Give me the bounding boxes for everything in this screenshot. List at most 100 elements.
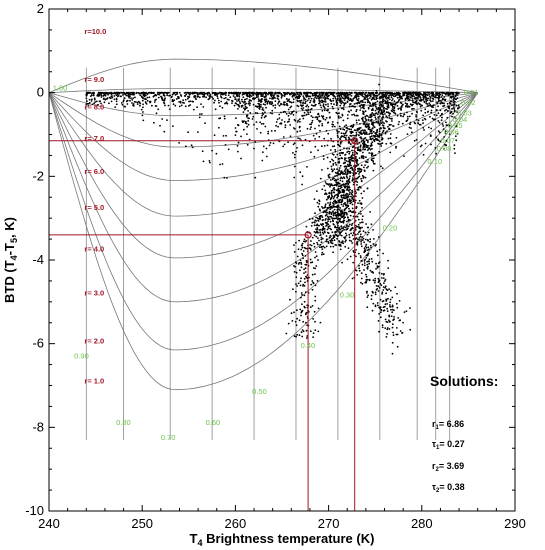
scatter-point <box>129 99 131 102</box>
scatter-point <box>264 103 266 106</box>
scatter-point <box>188 100 190 103</box>
scatter-point <box>360 156 363 159</box>
scatter-point <box>388 328 391 330</box>
scatter-point <box>351 189 353 192</box>
scatter-point <box>376 135 379 138</box>
scatter-point <box>309 99 312 102</box>
scatter-point <box>435 136 438 139</box>
scatter-point <box>129 95 131 97</box>
scatter-point <box>328 195 331 197</box>
scatter-point <box>246 92 249 95</box>
scatter-point <box>450 100 452 103</box>
scatter-point <box>340 186 343 189</box>
scatter-point <box>243 93 246 95</box>
scatter-point <box>324 203 327 206</box>
scatter-point <box>387 297 389 300</box>
scatter-point <box>304 102 306 105</box>
scatter-point <box>385 300 388 302</box>
scatter-point <box>420 109 423 112</box>
scatter-point <box>311 288 314 291</box>
scatter-point <box>146 96 149 99</box>
scatter-point <box>343 236 345 239</box>
scatter-point <box>135 101 137 103</box>
scatter-point <box>145 103 148 105</box>
scatter-point <box>175 91 178 94</box>
scatter-point <box>303 294 306 297</box>
scatter-point <box>269 97 271 100</box>
scatter-point <box>114 92 116 95</box>
scatter-point <box>335 216 338 218</box>
scatter-point <box>351 277 354 280</box>
scatter-point <box>335 92 338 95</box>
scatter-point <box>404 99 407 101</box>
scatter-point <box>360 202 363 205</box>
scatter-point <box>373 93 375 96</box>
scatter-point <box>376 265 379 267</box>
scatter-point <box>331 211 334 213</box>
scatter-point <box>452 101 455 104</box>
scatter-point <box>325 117 328 119</box>
scatter-point <box>327 197 329 200</box>
scatter-point <box>299 91 302 94</box>
scatter-point <box>396 292 398 295</box>
scatter-point <box>344 157 347 160</box>
scatter-point <box>270 93 273 96</box>
scatter-point <box>351 197 354 200</box>
scatter-point <box>131 102 133 104</box>
scatter-point <box>377 277 380 280</box>
scatter-point <box>358 231 360 234</box>
scatter-point <box>402 321 404 324</box>
scatter-point <box>378 330 380 333</box>
scatter-point <box>332 214 335 217</box>
scatter-point <box>387 137 390 140</box>
scatter-point <box>302 250 305 252</box>
scatter-point <box>387 106 390 109</box>
scatter-point <box>408 115 411 118</box>
scatter-point <box>355 147 357 149</box>
scatter-point <box>220 100 223 103</box>
scatter-point <box>382 277 385 279</box>
scatter-point <box>241 100 244 103</box>
scatter-point <box>256 112 259 115</box>
scatter-point <box>367 144 369 147</box>
scatter-point <box>343 92 346 95</box>
scatter-point <box>344 102 347 105</box>
scatter-point <box>396 94 399 96</box>
scatter-point <box>278 113 281 116</box>
scatter-point <box>362 151 364 154</box>
scatter-point <box>380 272 383 275</box>
scatter-point <box>316 241 318 244</box>
scatter-point <box>400 109 402 111</box>
scatter-point <box>86 100 88 103</box>
scatter-point <box>428 102 431 104</box>
scatter-point <box>299 137 301 140</box>
scatter-point <box>338 125 341 128</box>
scatter-point <box>293 335 296 338</box>
scatter-point <box>103 101 106 104</box>
scatter-point <box>192 108 195 111</box>
scatter-point <box>306 337 308 339</box>
scatter-point <box>432 91 434 94</box>
scatter-point <box>339 233 341 236</box>
scatter-point <box>392 318 395 321</box>
scatter-point <box>401 104 403 107</box>
scatter-point <box>272 95 275 98</box>
scatter-point <box>334 161 337 164</box>
scatter-point <box>357 176 360 179</box>
scatter-point <box>346 176 349 179</box>
scatter-point <box>316 201 319 204</box>
scatter-point <box>111 92 114 94</box>
scatter-point <box>136 101 139 104</box>
scatter-point <box>311 261 314 264</box>
scatter-point <box>358 185 361 188</box>
scatter-point <box>430 105 433 108</box>
scatter-point <box>372 169 375 172</box>
scatter-point <box>370 152 373 155</box>
scatter-point <box>304 98 307 101</box>
scatter-point <box>237 99 240 102</box>
scatter-point <box>323 107 326 109</box>
scatter-point <box>157 108 160 111</box>
scatter-point <box>349 91 351 94</box>
scatter-point <box>382 124 385 127</box>
scatter-point <box>337 171 339 173</box>
